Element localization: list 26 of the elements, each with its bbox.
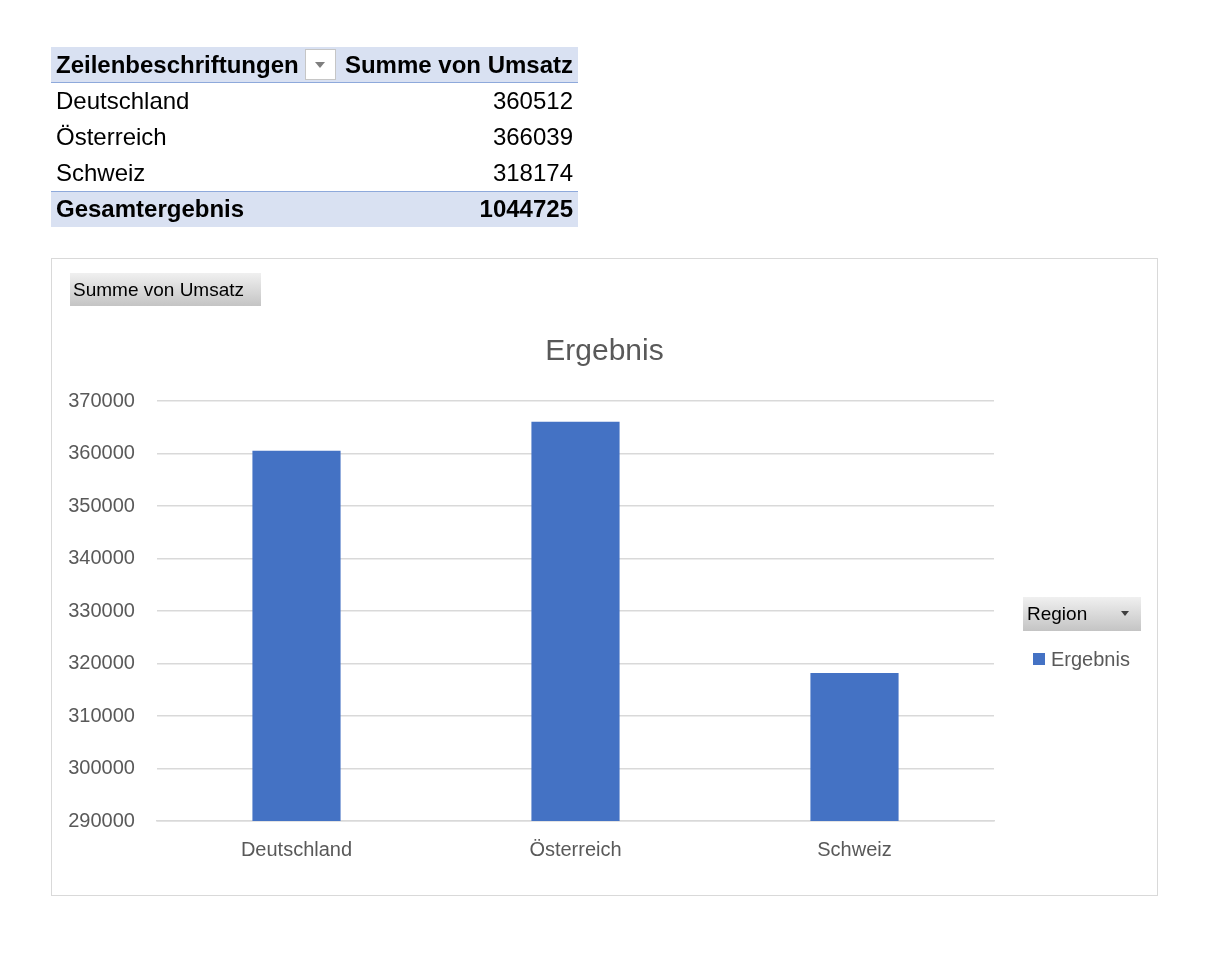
y-tick-label: 340000	[68, 546, 135, 569]
y-tick-label: 300000	[68, 756, 135, 779]
text: 1044725	[479, 194, 573, 224]
y-tick-label: 290000	[68, 808, 135, 831]
y-tick-label: 350000	[68, 493, 135, 516]
y-tick-label: 320000	[68, 651, 135, 674]
x-tick-label: Deutschland	[240, 837, 353, 860]
text: Summe von Umsatz	[344, 50, 573, 80]
legend-title: Region	[1027, 602, 1088, 626]
text: 366039	[492, 122, 573, 152]
text: Gesamtergebnis	[56, 194, 245, 224]
text: Zeilenbeschriftungen	[56, 50, 299, 80]
category-label: Schweiz	[56, 159, 146, 186]
text: 318174	[492, 158, 573, 188]
chart-title: Ergebnis	[545, 333, 664, 366]
y-tick-label: 370000	[68, 388, 135, 411]
y-tick-label: 310000	[68, 703, 135, 726]
y-tick-label: 330000	[68, 598, 135, 621]
legend-label: Ergebnis	[1051, 647, 1130, 671]
x-tick-label: Österreich	[529, 837, 622, 860]
text: Summe von Umsatz	[73, 278, 245, 302]
category-label: Deutschland	[56, 87, 190, 114]
y-tick-label: 360000	[68, 441, 135, 464]
x-tick-label: Schweiz	[817, 837, 892, 860]
category-label: Österreich	[56, 123, 167, 150]
text: 360512	[492, 86, 573, 116]
